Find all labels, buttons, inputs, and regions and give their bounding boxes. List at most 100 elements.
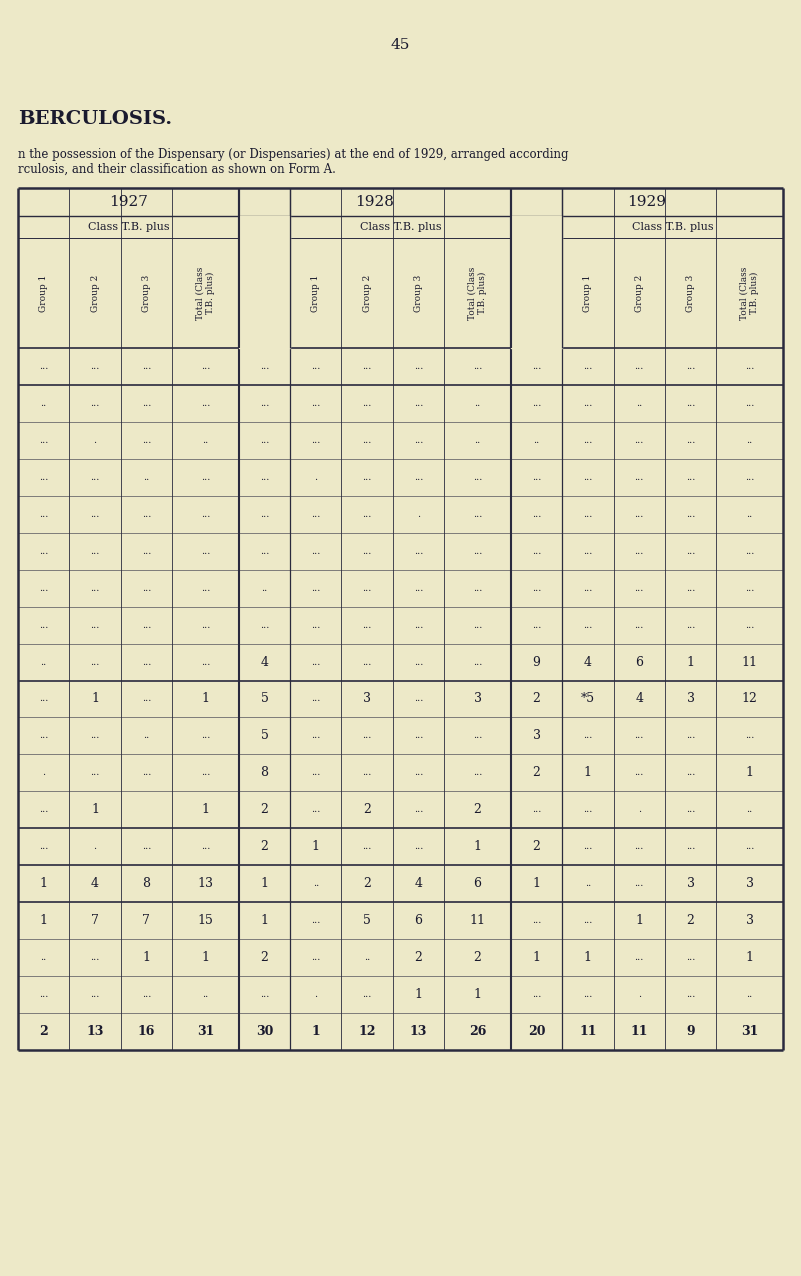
Text: 11: 11: [469, 914, 485, 928]
Text: 16: 16: [138, 1025, 155, 1039]
Text: ...: ...: [91, 546, 99, 556]
Text: 2: 2: [686, 914, 694, 928]
Text: BERCULOSIS.: BERCULOSIS.: [18, 110, 172, 128]
Text: ...: ...: [311, 731, 320, 740]
Text: 2: 2: [363, 804, 371, 817]
Text: Total (Class
T.B. plus): Total (Class T.B. plus): [468, 267, 487, 320]
Text: ...: ...: [362, 546, 372, 556]
Text: 1: 1: [143, 951, 151, 965]
Text: .: .: [314, 990, 317, 999]
Text: 1: 1: [201, 804, 209, 817]
Text: ...: ...: [473, 731, 482, 740]
Text: ..: ..: [41, 953, 46, 962]
Text: ...: ...: [91, 657, 99, 666]
Text: 2: 2: [39, 1025, 48, 1039]
Text: ...: ...: [142, 990, 151, 999]
Text: ...: ...: [362, 436, 372, 445]
Text: ...: ...: [686, 362, 695, 371]
Text: 20: 20: [528, 1025, 545, 1039]
Text: ...: ...: [39, 546, 48, 556]
Text: ...: ...: [311, 436, 320, 445]
Text: ...: ...: [39, 990, 48, 999]
Text: ...: ...: [532, 473, 541, 482]
Text: ..: ..: [312, 879, 319, 888]
Text: ...: ...: [583, 990, 593, 999]
Text: ...: ...: [201, 768, 210, 777]
Text: ...: ...: [201, 657, 210, 666]
Text: 1: 1: [473, 841, 481, 854]
Text: ...: ...: [311, 768, 320, 777]
Text: ...: ...: [201, 583, 210, 592]
Text: ...: ...: [686, 473, 695, 482]
Text: ...: ...: [634, 510, 644, 519]
Text: ...: ...: [745, 731, 755, 740]
Text: rculosis, and their classification as shown on Form A.: rculosis, and their classification as sh…: [18, 163, 336, 176]
Text: ...: ...: [414, 731, 423, 740]
Text: ...: ...: [414, 546, 423, 556]
Text: ...: ...: [362, 731, 372, 740]
Text: 1: 1: [473, 988, 481, 1002]
Text: ...: ...: [39, 362, 48, 371]
Text: 6: 6: [473, 877, 481, 891]
Text: 1: 1: [91, 804, 99, 817]
Text: ...: ...: [362, 399, 372, 408]
Text: ...: ...: [91, 583, 99, 592]
Text: 4: 4: [414, 877, 422, 891]
Text: 31: 31: [741, 1025, 759, 1039]
Text: ...: ...: [91, 953, 99, 962]
Text: ...: ...: [91, 362, 99, 371]
Text: 1: 1: [533, 877, 541, 891]
Text: ...: ...: [473, 657, 482, 666]
Text: 4: 4: [91, 877, 99, 891]
Text: ...: ...: [142, 510, 151, 519]
Text: 8: 8: [143, 877, 151, 891]
Text: ...: ...: [142, 362, 151, 371]
Text: ...: ...: [201, 842, 210, 851]
Text: ...: ...: [634, 879, 644, 888]
Text: ...: ...: [745, 842, 755, 851]
Text: 4: 4: [584, 656, 592, 669]
Text: ...: ...: [91, 990, 99, 999]
Text: ...: ...: [686, 546, 695, 556]
Text: ..: ..: [585, 879, 591, 888]
Text: 9: 9: [686, 1025, 695, 1039]
Text: Group 3: Group 3: [414, 274, 423, 311]
Text: ...: ...: [532, 583, 541, 592]
Text: ...: ...: [686, 583, 695, 592]
Text: ...: ...: [201, 620, 210, 629]
Text: Class T.B. minus: Class T.B. minus: [260, 231, 269, 305]
Text: ...: ...: [39, 583, 48, 592]
Text: ...: ...: [311, 805, 320, 814]
Text: ...: ...: [686, 842, 695, 851]
Text: Group 1: Group 1: [583, 274, 593, 311]
Text: 1: 1: [584, 951, 592, 965]
Text: 2: 2: [260, 841, 268, 854]
Text: ...: ...: [260, 990, 269, 999]
Text: ...: ...: [260, 362, 269, 371]
Text: 3: 3: [686, 877, 694, 891]
Text: ..: ..: [203, 436, 208, 445]
Text: Class T.B. plus: Class T.B. plus: [360, 222, 441, 232]
Text: *5: *5: [581, 693, 595, 706]
Text: ...: ...: [634, 842, 644, 851]
Text: ..: ..: [747, 990, 753, 999]
Text: 11: 11: [742, 656, 758, 669]
Text: ...: ...: [583, 805, 593, 814]
Text: 26: 26: [469, 1025, 486, 1039]
Text: ...: ...: [311, 510, 320, 519]
Text: ...: ...: [473, 362, 482, 371]
Text: ...: ...: [414, 805, 423, 814]
Text: .: .: [314, 473, 317, 482]
Text: ...: ...: [686, 768, 695, 777]
Text: ...: ...: [91, 768, 99, 777]
Text: 45: 45: [391, 38, 410, 52]
Text: ...: ...: [414, 362, 423, 371]
Text: ...: ...: [634, 731, 644, 740]
Text: 1: 1: [312, 841, 320, 854]
Text: ...: ...: [583, 583, 593, 592]
Text: ...: ...: [686, 399, 695, 408]
Text: 1: 1: [201, 951, 209, 965]
Text: ...: ...: [201, 399, 210, 408]
Text: ...: ...: [532, 916, 541, 925]
Text: 4: 4: [260, 656, 268, 669]
